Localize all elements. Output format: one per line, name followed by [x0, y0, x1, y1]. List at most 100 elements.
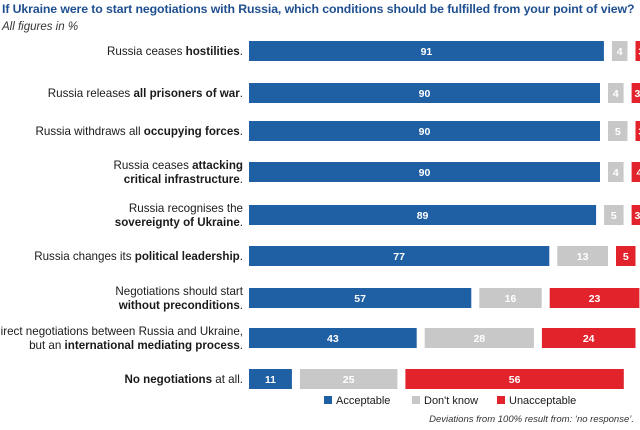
bar-dont-know [608, 83, 624, 103]
bar-unacceptable [631, 162, 640, 182]
category-label-segment: . [240, 250, 243, 263]
category-label: Russia changes its political leadership. [34, 250, 243, 263]
category-label-line: Russia recognises the [129, 202, 243, 215]
category-label-segment: No direct negotiations between Russia an… [0, 325, 243, 338]
category-label-segment: No negotiations [124, 373, 212, 386]
category-label-line: sovereignty of Ukraine. [115, 216, 243, 229]
data-label: 89 [417, 210, 429, 222]
category-label-line: Russia ceases hostilities. [107, 45, 243, 58]
bar-unacceptable [631, 205, 640, 225]
data-label: 90 [419, 88, 431, 100]
chart-title: If Ukraine were to start negotiations wi… [2, 2, 635, 16]
data-label: 4 [613, 88, 619, 100]
category-label: No negotiations at all. [124, 373, 243, 386]
category-label-segment: . [240, 339, 243, 352]
data-label: 77 [393, 251, 405, 263]
data-label: 28 [473, 333, 485, 345]
legend-label: Unacceptable [509, 395, 576, 407]
bar-acceptable [249, 288, 472, 308]
bar-unacceptable [631, 83, 640, 103]
data-label: 4 [613, 167, 619, 179]
category-label-line: Russia releases all prisoners of war. [48, 87, 243, 100]
bar-acceptable [249, 83, 600, 103]
legend-label: Acceptable [336, 395, 390, 407]
bar-acceptable [249, 369, 292, 389]
bar-acceptable [249, 328, 417, 348]
category-label-line: No direct negotiations between Russia an… [0, 325, 243, 338]
category-label-segment: Russia ceases [107, 45, 186, 58]
category-label-segment: Russia changes its [34, 250, 135, 263]
category-label-line: No negotiations at all. [124, 373, 243, 386]
bar-acceptable [249, 121, 600, 141]
bar-acceptable [249, 205, 597, 225]
data-label: 3 [635, 210, 640, 222]
bar-dont-know [299, 369, 398, 389]
data-label: 3 [638, 126, 640, 138]
footnote: Deviations from 100% result from: ‘no re… [429, 414, 634, 425]
bar-acceptable [249, 41, 604, 61]
category-label-segment: Russia ceases [113, 159, 192, 172]
data-label: 4 [636, 167, 640, 179]
category-label-segment: at all. [212, 373, 243, 386]
category-label-segment: political leadership [135, 250, 240, 263]
category-label-segment: hostilities [186, 45, 240, 58]
data-label: 5 [615, 126, 621, 138]
bar-dont-know [479, 288, 542, 308]
bar-dont-know [608, 121, 628, 141]
bar-dont-know [608, 162, 624, 182]
category-label-segment: critical infrastructure [124, 173, 241, 186]
category-label-segment: Negotiations should start [115, 285, 243, 298]
bar-unacceptable [405, 369, 624, 389]
data-label: 4 [617, 46, 623, 58]
category-label-line: but an international mediating process. [29, 339, 243, 352]
data-label: 90 [419, 167, 431, 179]
category-label-segment: sovereignty of Ukraine [115, 216, 241, 229]
category-label: Russia withdraws all occupying forces. [36, 125, 243, 138]
legend-swatch [324, 396, 332, 404]
category-label-segment: international mediating process [65, 339, 240, 352]
bar-dont-know [424, 328, 534, 348]
category-label-segment: occupying forces [144, 125, 240, 138]
legend-swatch [497, 396, 505, 404]
category-label-segment: attacking [192, 159, 243, 172]
bar-unacceptable [635, 41, 640, 61]
category-label-segment: Russia recognises the [129, 202, 243, 215]
bar-unacceptable [616, 246, 636, 266]
data-label: 5 [623, 251, 629, 263]
bar-unacceptable [549, 288, 640, 308]
bar-unacceptable [541, 328, 636, 348]
category-label: No direct negotiations between Russia an… [0, 325, 243, 352]
category-label-segment: . [240, 216, 243, 229]
data-label: 90 [419, 126, 431, 138]
data-label: 3 [638, 46, 640, 58]
legend-label: Don't know [424, 395, 478, 407]
category-label-segment: Russia releases [48, 87, 134, 100]
data-label: 11 [265, 374, 276, 386]
category-label-line: Russia ceases attacking [113, 159, 243, 172]
category-label-segment: . [240, 45, 243, 58]
data-label: 3 [635, 88, 640, 100]
category-label-segment: without preconditions [118, 299, 240, 312]
category-label-segment: . [240, 299, 243, 312]
bar-dont-know [611, 41, 628, 61]
category-label-line: Russia withdraws all occupying forces. [36, 125, 243, 138]
data-label: 16 [505, 293, 517, 305]
data-label: 24 [583, 333, 595, 345]
category-label: Russia ceases hostilities. [107, 45, 243, 58]
category-label-segment: all prisoners of war [133, 87, 240, 100]
category-label: Russia releases all prisoners of war. [48, 87, 243, 100]
category-label-segment: . [240, 125, 243, 138]
category-label-segment: . [240, 173, 243, 186]
bar-dont-know [604, 205, 624, 225]
bar-acceptable [249, 246, 550, 266]
chart-subtitle: All figures in % [2, 21, 79, 33]
data-label: 56 [509, 374, 521, 386]
category-label-segment: Russia withdraws all [36, 125, 144, 138]
data-label: 43 [327, 333, 339, 345]
data-label: 25 [343, 374, 355, 386]
category-label-line: without preconditions. [118, 299, 243, 312]
